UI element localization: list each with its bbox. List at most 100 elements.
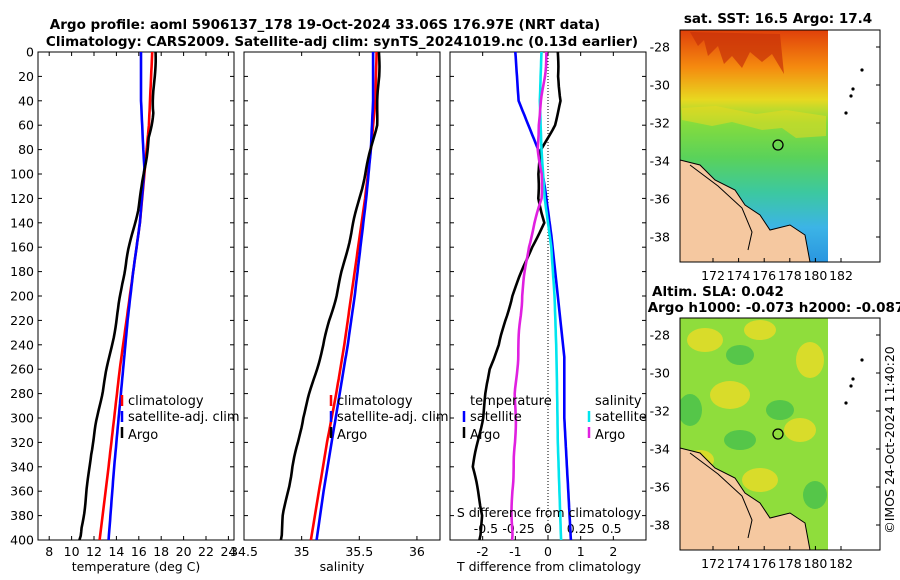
new-zealand-land	[680, 159, 811, 262]
map-x-tick-label: 178	[778, 556, 802, 571]
map-y-tick-label: -28	[650, 40, 670, 55]
sla-map-title-1: Altim. SLA: 0.042	[652, 284, 784, 300]
series-climatology	[98, 51, 154, 541]
salinity-axes	[243, 51, 441, 541]
legend-label-t-satellite: satellite	[470, 410, 522, 425]
sst-map-frame	[679, 29, 881, 263]
depth-tick-label: 100	[10, 167, 34, 182]
sst-map	[680, 30, 880, 262]
legend-label-satellite: satellite-adj. clim	[337, 410, 449, 425]
legend-title-temperature: temperature	[470, 394, 552, 409]
x-tick-label: 1	[577, 544, 585, 559]
depth-tick-label: 60	[18, 118, 34, 133]
difference-xlabel: T difference from climatology	[456, 559, 642, 574]
x-tick-label: 35.5	[345, 544, 373, 559]
map-x-tick-label: 182	[829, 268, 853, 283]
map-y-tick-label: -38	[650, 230, 670, 245]
depth-tick-label: 40	[18, 93, 34, 108]
map-y-tick-label: -38	[650, 518, 670, 533]
legend-label-climatology: climatology	[128, 394, 204, 409]
depth-axis: 0 20 40 60 80 100 120 140 160 180 200 220 240 260 280 3…	[10, 45, 646, 548]
title-line-1: Argo profile: aoml 5906137_178 19-Oct-20…	[50, 17, 600, 33]
sst-nodata	[828, 30, 880, 262]
x-tick-label: 16	[131, 544, 147, 559]
sla-map	[680, 318, 828, 550]
legend-label-satellite: satellite-adj. clim	[128, 410, 240, 425]
x-tick-label: -1	[509, 544, 521, 559]
x-tick-label: 18	[153, 544, 169, 559]
x-tick-label: -2	[476, 544, 488, 559]
x-tick-label: 36	[409, 544, 425, 559]
top-x-tick-label: 0.5	[602, 521, 622, 536]
argo-position-marker	[772, 139, 784, 151]
sla-map-frame	[679, 317, 881, 551]
map-y-tick-label: -28	[650, 328, 670, 343]
sla-islands	[844, 358, 864, 405]
depth-tick-label: 180	[10, 264, 34, 279]
legend-label-t-argo: Argo	[470, 428, 500, 443]
depth-tick-label: 280	[10, 386, 34, 401]
sst-map-title: sat. SST: 16.5 Argo: 17.4	[684, 11, 872, 27]
sst-front	[682, 106, 826, 138]
map-y-tick-label: -36	[650, 192, 670, 207]
depth-tick-label: 20	[18, 69, 34, 84]
series-climatology	[309, 51, 378, 541]
x-tick-label: 24	[220, 544, 236, 559]
depth-contour	[689, 164, 753, 251]
map-x-tick-label: 174	[727, 268, 751, 283]
series-argo	[78, 51, 157, 541]
map-x-tick-label: 178	[778, 268, 802, 283]
x-tick-label: 14	[108, 544, 124, 559]
map-y-tick-label: -34	[650, 442, 670, 457]
argo-position-marker	[772, 428, 784, 440]
depth-tick-label: 200	[10, 289, 34, 304]
salinity-legend: climatology satellite-adj. clim Argo	[329, 394, 449, 443]
legend-label-argo: Argo	[128, 428, 158, 443]
legend-label-argo: Argo	[337, 428, 367, 443]
map-x-tick-label: 174	[727, 556, 751, 571]
series-salinity-satellite	[538, 51, 563, 541]
temperature-axes	[37, 51, 235, 541]
depth-tick-label: 0	[26, 45, 34, 60]
map-x-tick-label: 176	[752, 556, 776, 571]
x-tick-label: 34.5	[230, 544, 258, 559]
copyright-note: ©IMOS 24-Oct-2024 11:40:20	[882, 346, 897, 534]
salinity-xlabel: salinity	[320, 559, 365, 574]
temperature-plot: 8 10 12 14 16 18 20 22 24	[45, 51, 236, 559]
x-tick-label: 35	[294, 544, 310, 559]
depth-tick-label: 300	[10, 411, 34, 426]
sst-warm-patch	[690, 32, 784, 74]
map-y-tick-label: -30	[650, 366, 670, 381]
top-x-tick-label: 0	[544, 521, 552, 536]
top-x-tick-label: 0.25	[567, 521, 595, 536]
top-x-tick-label: -0.5	[474, 521, 498, 536]
series-argo	[279, 51, 381, 541]
temperature-xlabel: temperature (deg C)	[72, 559, 201, 574]
map-y-tick-label: -32	[650, 116, 670, 131]
x-tick-label: 8	[45, 544, 53, 559]
depth-contour	[689, 452, 753, 539]
depth-tick-label: 140	[10, 215, 34, 230]
depth-tick-label: 320	[10, 435, 34, 450]
legend-label-climatology: climatology	[337, 394, 413, 409]
x-tick-label: 22	[198, 544, 214, 559]
difference-plot: -2 -1 0 1 2 -0.5 -0.25 0 0.25 0.5	[471, 51, 622, 559]
salinity-plot: 34.5 35 35.5 36	[230, 51, 425, 559]
legend-label-s-satellite: satellite	[595, 410, 647, 425]
map-y-tick-label: -34	[650, 154, 670, 169]
series-satellite-adj-clim	[107, 52, 146, 541]
x-tick-label: 0	[544, 544, 552, 559]
depth-tick-label: 360	[10, 484, 34, 499]
sst-map-axes: 172 174 176 178 180 182 -28 -30 -32 -34 -36 -38	[650, 40, 880, 283]
sla-map-axes: 172 174 176 178 180 182 -28 -30 -32 -34 -36 -38	[650, 328, 880, 571]
map-x-tick-label: 180	[803, 556, 827, 571]
map-x-tick-label: 180	[803, 268, 827, 283]
x-tick-label: 20	[176, 544, 192, 559]
title-line-2: Climatology: CARS2009. Satellite-adj cli…	[46, 34, 638, 50]
depth-tick-label: 220	[10, 313, 34, 328]
map-y-tick-label: -30	[650, 78, 670, 93]
x-tick-label: 10	[64, 544, 80, 559]
x-tick-label: 2	[609, 544, 617, 559]
